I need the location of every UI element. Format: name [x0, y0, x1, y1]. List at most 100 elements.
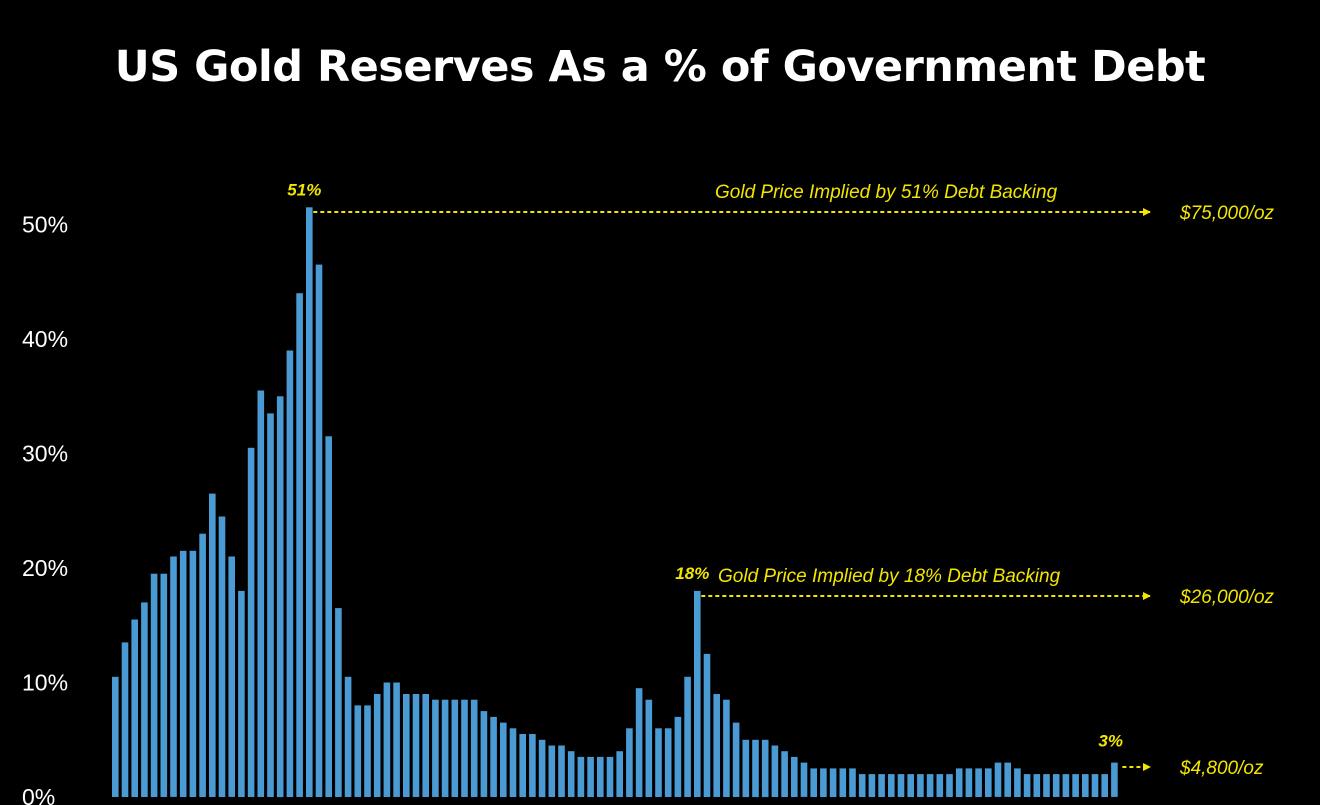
y-tick-label: 20% — [22, 555, 68, 581]
bar — [955, 768, 963, 797]
annotations: 51% Gold Price Implied by 51% Debt Backin… — [287, 180, 1274, 779]
bar — [432, 699, 439, 797]
y-tick-label: 30% — [22, 441, 68, 467]
bar — [364, 705, 371, 797]
bar — [451, 699, 459, 797]
bar — [917, 774, 924, 797]
bar — [645, 699, 653, 797]
y-tick-label: 40% — [22, 326, 68, 352]
bar — [771, 745, 779, 797]
bar — [703, 653, 711, 797]
bar — [606, 756, 614, 797]
annotation-text: Gold Price Implied by 51% Debt Backing — [715, 182, 1058, 203]
bar — [189, 550, 197, 797]
bar — [655, 728, 662, 797]
bar — [306, 207, 313, 798]
bar — [791, 756, 798, 797]
peak-label: 18% — [675, 564, 709, 583]
bar — [694, 590, 701, 797]
bar — [286, 350, 294, 797]
bar — [267, 413, 274, 797]
bar — [1082, 774, 1089, 797]
bar — [975, 768, 982, 797]
bar — [897, 774, 905, 797]
bar — [1101, 774, 1108, 797]
bar — [1004, 762, 1011, 797]
bar — [674, 716, 682, 797]
bar — [1111, 762, 1118, 797]
bar — [480, 711, 488, 797]
bar — [325, 436, 332, 797]
bar — [112, 676, 119, 797]
bar — [490, 716, 497, 797]
bar — [723, 699, 730, 797]
bar — [199, 533, 206, 797]
y-tick-label: 50% — [22, 212, 68, 238]
bar — [218, 516, 226, 797]
bar — [150, 573, 158, 797]
bar — [742, 739, 750, 798]
bar — [548, 745, 556, 797]
bar — [373, 694, 381, 797]
bar — [810, 768, 817, 797]
bar — [761, 739, 769, 798]
bar — [257, 390, 265, 797]
bar — [141, 602, 148, 797]
bar — [626, 728, 633, 797]
bar — [335, 608, 342, 797]
bar — [713, 694, 720, 797]
bar — [965, 768, 973, 797]
bar — [985, 768, 992, 797]
bar — [1072, 774, 1079, 797]
bar — [500, 722, 507, 797]
bar — [907, 774, 914, 797]
y-tick-label: 0% — [22, 784, 55, 805]
bar — [344, 676, 352, 797]
bar — [1033, 774, 1041, 797]
bar — [926, 774, 934, 797]
bar — [228, 556, 235, 797]
bar — [839, 768, 847, 797]
bar — [296, 293, 303, 797]
bar — [538, 739, 546, 798]
bar — [393, 682, 400, 797]
bar — [209, 493, 216, 797]
peak-label: 51% — [287, 180, 321, 199]
bar — [1052, 774, 1060, 797]
implied-price-label: $4,800/oz — [1179, 758, 1264, 779]
bar — [1043, 774, 1050, 797]
bar — [820, 768, 827, 797]
bar — [179, 550, 187, 797]
y-axis-ticks: 0% 10% 20% 30% 40% 50% — [22, 212, 68, 805]
bar — [858, 774, 866, 797]
bar — [684, 676, 691, 797]
bar — [888, 774, 895, 797]
bar — [461, 699, 468, 797]
bar — [577, 756, 585, 797]
implied-price-label: $75,000/oz — [1179, 203, 1275, 224]
bar — [170, 556, 177, 797]
bar — [529, 734, 536, 797]
bar — [383, 682, 391, 797]
bar — [558, 745, 565, 797]
bar — [247, 447, 255, 797]
bar — [1014, 768, 1021, 797]
bars — [112, 207, 1118, 798]
bar — [121, 642, 129, 797]
bar — [936, 774, 944, 797]
bar — [509, 728, 517, 797]
bar — [519, 734, 526, 797]
bar — [597, 756, 604, 797]
bar — [616, 751, 623, 797]
y-tick-label: 10% — [22, 670, 68, 696]
bar — [1091, 774, 1099, 797]
bar — [1023, 774, 1031, 797]
bar — [354, 705, 362, 797]
bar — [829, 768, 837, 797]
bar — [1062, 774, 1070, 797]
bar — [567, 751, 575, 797]
implied-price-label: $26,000/oz — [1179, 587, 1275, 608]
bar — [946, 774, 953, 797]
bar — [868, 774, 876, 797]
